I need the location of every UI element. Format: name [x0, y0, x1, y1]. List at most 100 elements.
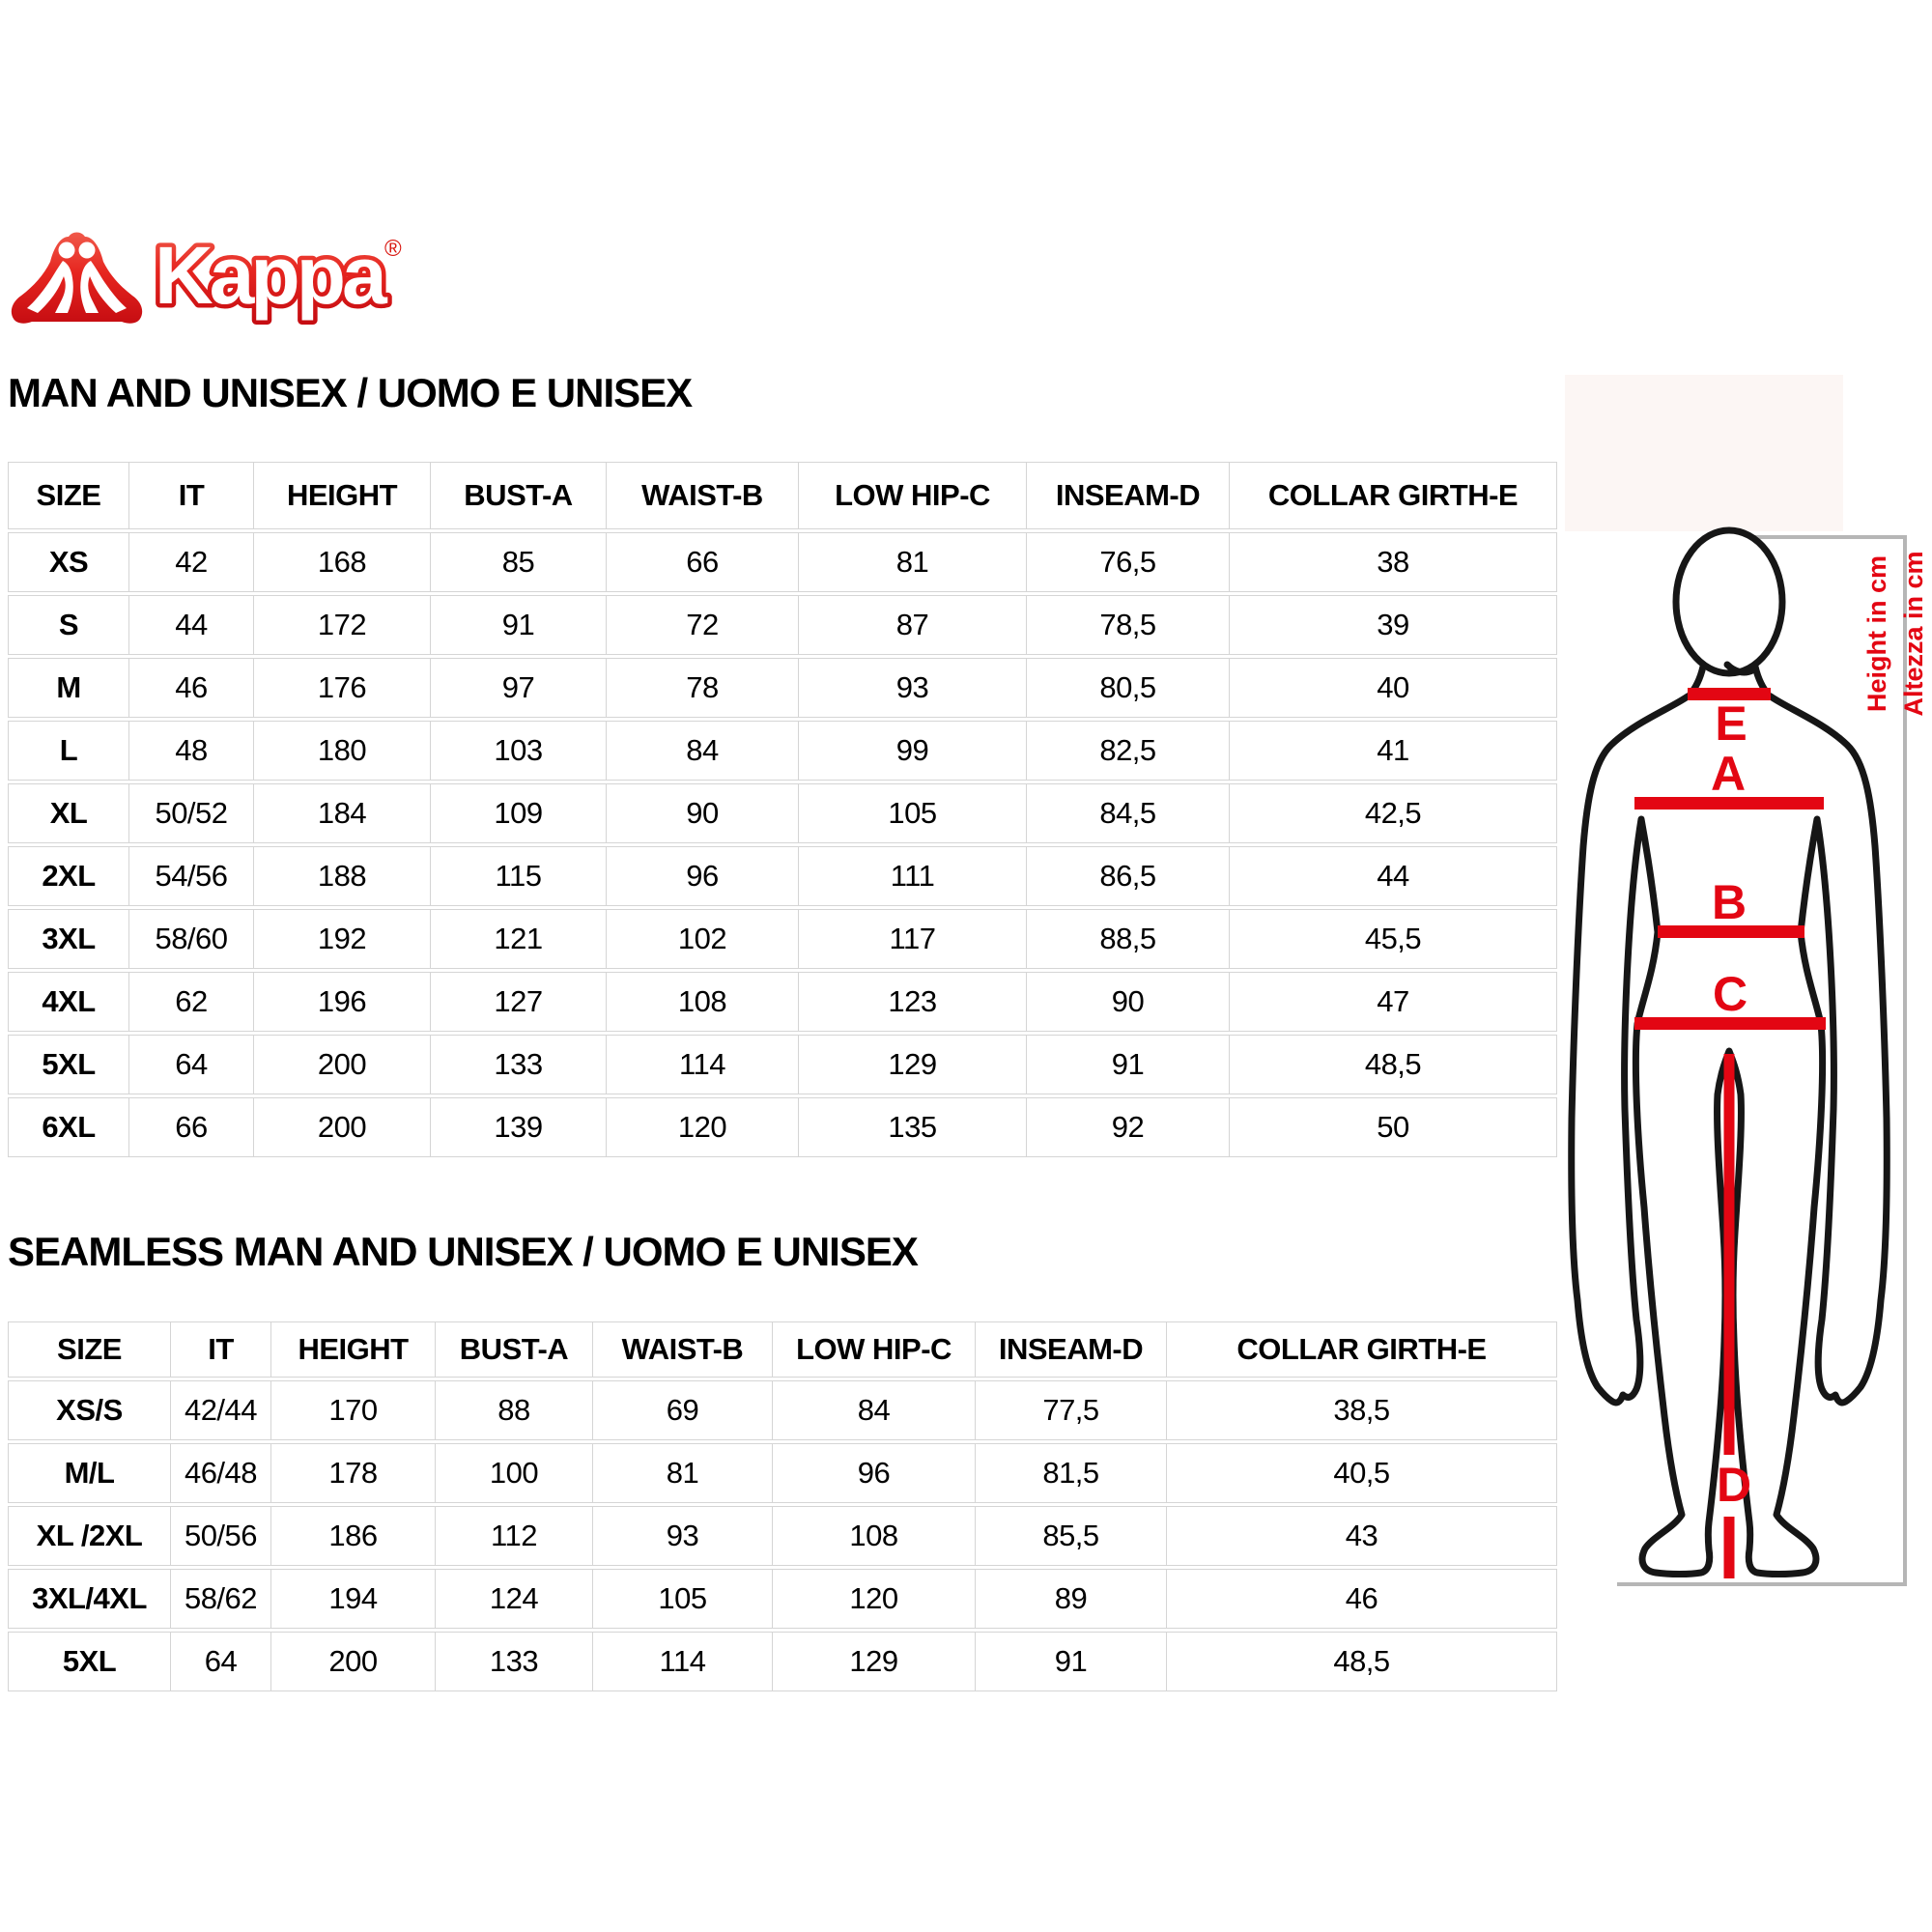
section-title-man: MAN AND UNISEX / UOMO E UNISEX	[8, 370, 693, 415]
value-cell: 78	[607, 658, 799, 718]
value-cell: 103	[431, 721, 607, 781]
value-cell: 76,5	[1027, 532, 1230, 592]
value-cell: 129	[773, 1632, 976, 1691]
column-header: WAIST-B	[593, 1321, 773, 1378]
table-row: XL 50/52 184 109 90 105 84,5 42,5	[8, 783, 1557, 843]
table-row: 5XL 64 200 133 114 129 91 48,5	[8, 1035, 1557, 1094]
value-cell: 81,5	[976, 1443, 1167, 1503]
value-cell: 200	[254, 1097, 431, 1157]
value-cell: 50/52	[129, 783, 254, 843]
value-cell: 46	[129, 658, 254, 718]
column-header: LOW HIP-C	[799, 462, 1027, 529]
section-title-seamless: SEAMLESS MAN AND UNISEX / UOMO E UNISEX	[8, 1229, 919, 1274]
value-cell: 105	[593, 1569, 773, 1629]
column-header: IT	[171, 1321, 271, 1378]
size-cell: 2XL	[8, 846, 129, 906]
value-cell: 111	[799, 846, 1027, 906]
table-row: XS/S 42/44 170 88 69 84 77,5 38,5	[8, 1380, 1557, 1440]
size-cell: S	[8, 595, 129, 655]
value-cell: 108	[773, 1506, 976, 1566]
header-row: SIZE IT HEIGHT BUST-A WAIST-B LOW HIP-C INSEAM…	[8, 1321, 1557, 1378]
value-cell: 91	[976, 1632, 1167, 1691]
value-cell: 42/44	[171, 1380, 271, 1440]
value-cell: 54/56	[129, 846, 254, 906]
header-row: SIZE IT HEIGHT BUST-A WAIST-B LOW HIP-C INSEAM…	[8, 462, 1557, 529]
value-cell: 115	[431, 846, 607, 906]
value-cell: 200	[271, 1632, 436, 1691]
value-cell: 114	[593, 1632, 773, 1691]
value-cell: 139	[431, 1097, 607, 1157]
column-header: COLLAR GIRTH-E	[1167, 1321, 1557, 1378]
value-cell: 39	[1230, 595, 1557, 655]
value-cell: 114	[607, 1035, 799, 1094]
table-row: 3XL 58/60 192 121 102 117 88,5 45,5	[8, 909, 1557, 969]
value-cell: 38	[1230, 532, 1557, 592]
value-cell: 93	[593, 1506, 773, 1566]
value-cell: 64	[129, 1035, 254, 1094]
value-cell: 91	[431, 595, 607, 655]
table-row: 2XL 54/56 188 115 96 111 86,5 44	[8, 846, 1557, 906]
measurement-line-bust-a	[1634, 797, 1824, 810]
value-cell: 200	[254, 1035, 431, 1094]
column-header: LOW HIP-C	[773, 1321, 976, 1378]
value-cell: 184	[254, 783, 431, 843]
value-cell: 46/48	[171, 1443, 271, 1503]
kappa-wordmark: Kappa	[155, 230, 388, 321]
value-cell: 99	[799, 721, 1027, 781]
value-cell: 109	[431, 783, 607, 843]
column-header: HEIGHT	[254, 462, 431, 529]
value-cell: 48,5	[1167, 1632, 1557, 1691]
value-cell: 133	[431, 1035, 607, 1094]
measurement-line-collar-e	[1688, 688, 1771, 700]
value-cell: 47	[1230, 972, 1557, 1032]
value-cell: 81	[799, 532, 1027, 592]
body-measurement-figure: Height in cm Altezza in cm E A B C D	[1565, 375, 1928, 1586]
column-header: COLLAR GIRTH-E	[1230, 462, 1557, 529]
value-cell: 64	[171, 1632, 271, 1691]
head-outline	[1672, 526, 1786, 677]
value-cell: 89	[976, 1569, 1167, 1629]
value-cell: 186	[271, 1506, 436, 1566]
size-cell: M	[8, 658, 129, 718]
value-cell: 85	[431, 532, 607, 592]
value-cell: 96	[607, 846, 799, 906]
value-cell: 129	[799, 1035, 1027, 1094]
table-row: M/L 46/48 178 100 81 96 81,5 40,5	[8, 1443, 1557, 1503]
value-cell: 135	[799, 1097, 1027, 1157]
value-cell: 91	[1027, 1035, 1230, 1094]
value-cell: 194	[271, 1569, 436, 1629]
table-row: 3XL/4XL 58/62 194 124 105 120 89 46	[8, 1569, 1557, 1629]
value-cell: 92	[1027, 1097, 1230, 1157]
value-cell: 62	[129, 972, 254, 1032]
value-cell: 85,5	[976, 1506, 1167, 1566]
value-cell: 180	[254, 721, 431, 781]
value-cell: 38,5	[1167, 1380, 1557, 1440]
kappa-omini-icon	[11, 232, 143, 324]
size-cell: 4XL	[8, 972, 129, 1032]
measurement-label-c: C	[1713, 967, 1747, 1021]
value-cell: 58/60	[129, 909, 254, 969]
value-cell: 90	[1027, 972, 1230, 1032]
value-cell: 93	[799, 658, 1027, 718]
kappa-logo: Kappa ®	[11, 230, 402, 326]
value-cell: 192	[254, 909, 431, 969]
size-cell: XL /2XL	[8, 1506, 171, 1566]
value-cell: 97	[431, 658, 607, 718]
faint-panel	[1565, 375, 1843, 531]
value-cell: 168	[254, 532, 431, 592]
measurement-label-b: B	[1712, 875, 1747, 929]
column-header: IT	[129, 462, 254, 529]
measurement-label-a: A	[1711, 747, 1746, 801]
measurement-label-e: E	[1715, 696, 1747, 751]
value-cell: 87	[799, 595, 1027, 655]
value-cell: 124	[436, 1569, 593, 1629]
value-cell: 50/56	[171, 1506, 271, 1566]
value-cell: 172	[254, 595, 431, 655]
size-cell: 3XL/4XL	[8, 1569, 171, 1629]
value-cell: 112	[436, 1506, 593, 1566]
value-cell: 196	[254, 972, 431, 1032]
value-cell: 58/62	[171, 1569, 271, 1629]
value-cell: 40,5	[1167, 1443, 1557, 1503]
table-row: L 48 180 103 84 99 82,5 41	[8, 721, 1557, 781]
value-cell: 45,5	[1230, 909, 1557, 969]
